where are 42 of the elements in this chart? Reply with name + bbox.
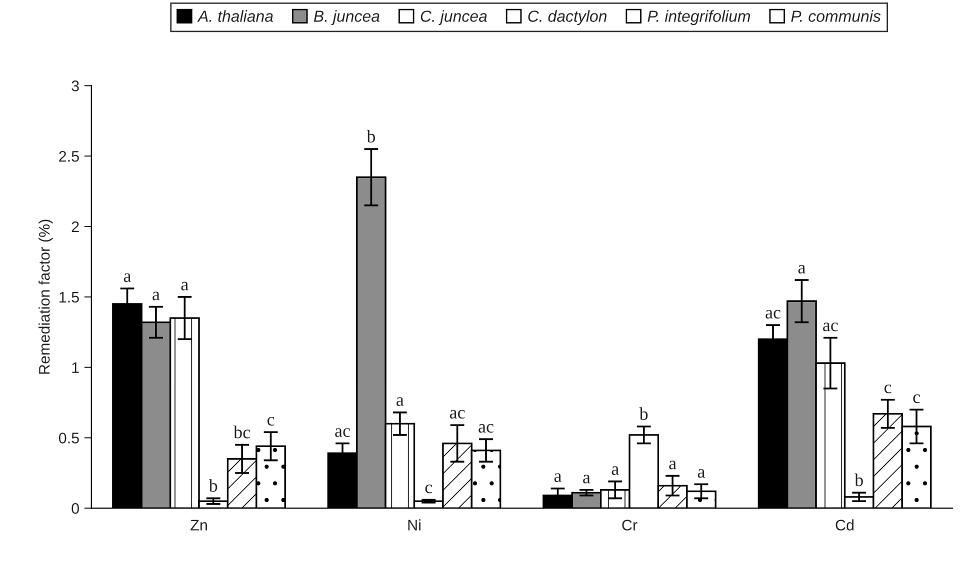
data-label: c bbox=[425, 484, 432, 494]
data-label: a bbox=[583, 474, 590, 484]
data-label: c bbox=[913, 394, 920, 404]
y-tick-label: 0 bbox=[72, 503, 79, 514]
y-axis-title: Remediation factor (%) bbox=[38, 220, 53, 374]
data-label: a bbox=[698, 469, 706, 478]
data-label: b bbox=[639, 407, 648, 420]
y-tick-label: 2.5 bbox=[59, 150, 79, 162]
data-label: a bbox=[396, 397, 404, 406]
x-tick-label: Cd bbox=[836, 519, 854, 531]
x-tick-label: Cr bbox=[622, 520, 638, 531]
data-label: a bbox=[181, 282, 188, 290]
data-label: a bbox=[669, 460, 676, 470]
data-label: a bbox=[554, 473, 562, 482]
legend-label: C. dactylon bbox=[528, 10, 607, 26]
data-label: ac bbox=[450, 410, 465, 419]
data-label: b bbox=[854, 474, 863, 486]
x-tick-label: Zn bbox=[190, 520, 207, 530]
data-label: ac bbox=[823, 322, 838, 332]
y-tick-label: 2 bbox=[72, 221, 79, 232]
data-label: ac bbox=[766, 310, 780, 319]
y-tick-label: 1.5 bbox=[60, 292, 79, 303]
y-tick-label: 0.5 bbox=[58, 432, 79, 444]
x-tick-label: Ni bbox=[408, 519, 420, 530]
data-label: a bbox=[798, 264, 806, 274]
legend-label: P. communis bbox=[791, 10, 881, 22]
data-label: ac bbox=[335, 428, 350, 437]
data-label: a bbox=[612, 466, 619, 475]
data-label: a bbox=[152, 292, 160, 300]
y-tick-label: 3 bbox=[72, 80, 79, 92]
legend-label: B. juncea bbox=[314, 10, 380, 26]
data-label: ac bbox=[478, 424, 494, 433]
y-tick-label: 1 bbox=[72, 362, 79, 373]
data-label: c bbox=[267, 416, 274, 426]
data-label: b bbox=[366, 130, 376, 143]
data-label: c bbox=[884, 384, 892, 394]
legend-label: C. juncea bbox=[420, 10, 487, 26]
data-label: bc bbox=[234, 426, 250, 438]
data-label: a bbox=[124, 273, 132, 282]
data-label: b bbox=[208, 479, 218, 492]
legend-label: P. integrifolium bbox=[648, 10, 750, 26]
legend-label: A. thaliana bbox=[197, 10, 273, 22]
